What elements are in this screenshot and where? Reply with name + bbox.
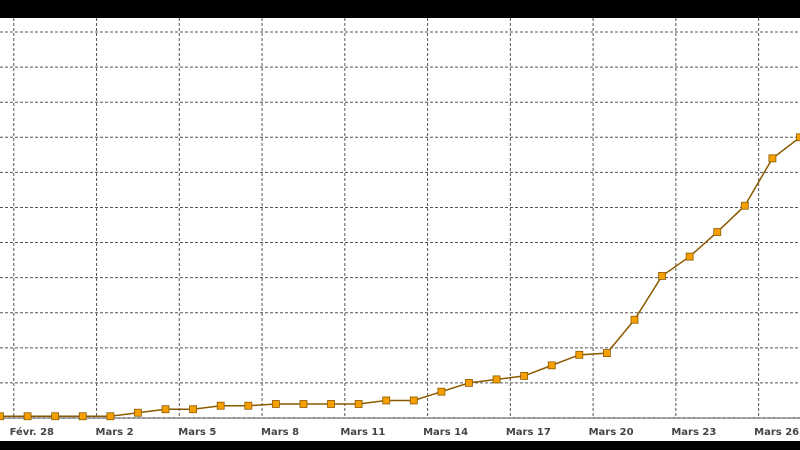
x-tick-label: Mars 11: [340, 427, 385, 438]
point: [106, 412, 115, 421]
point: [685, 252, 694, 261]
point: [437, 387, 446, 396]
bottom-bar: [0, 441, 800, 450]
point: [354, 400, 363, 408]
point: [382, 396, 391, 405]
point: [299, 400, 308, 408]
point: [134, 408, 142, 417]
point: [161, 405, 170, 414]
x-tick-label: Mars 14: [423, 427, 468, 438]
point: [189, 405, 198, 414]
series-line: [0, 136, 800, 417]
point: [492, 375, 501, 384]
x-tick-label: Mars 2: [96, 427, 134, 438]
point: [216, 401, 225, 410]
x-tick-label: Mars 20: [589, 427, 634, 438]
top-bar: [0, 0, 800, 18]
point: [23, 412, 32, 421]
x-tick-label: Mars 5: [178, 427, 216, 438]
point: [630, 315, 639, 324]
point: [713, 228, 722, 236]
point: [768, 154, 777, 163]
point: [602, 349, 611, 357]
point: [0, 412, 4, 421]
point: [51, 412, 60, 421]
point: [327, 400, 335, 408]
x-tick-label: Mars 23: [671, 427, 716, 438]
point: [575, 350, 584, 359]
x-tick-label: Mars 8: [261, 427, 299, 438]
point: [658, 271, 666, 280]
point: [271, 400, 280, 408]
x-tick-label: Mars 17: [506, 427, 551, 438]
point: [465, 379, 473, 387]
point: [409, 396, 418, 405]
point: [78, 412, 87, 421]
point: [244, 401, 253, 410]
point: [740, 201, 749, 210]
point: [520, 371, 529, 380]
point: [796, 133, 800, 142]
x-tick-label: Févr. 28: [10, 426, 54, 438]
x-tick-label: Mars 26: [754, 427, 799, 438]
point: [547, 361, 556, 370]
